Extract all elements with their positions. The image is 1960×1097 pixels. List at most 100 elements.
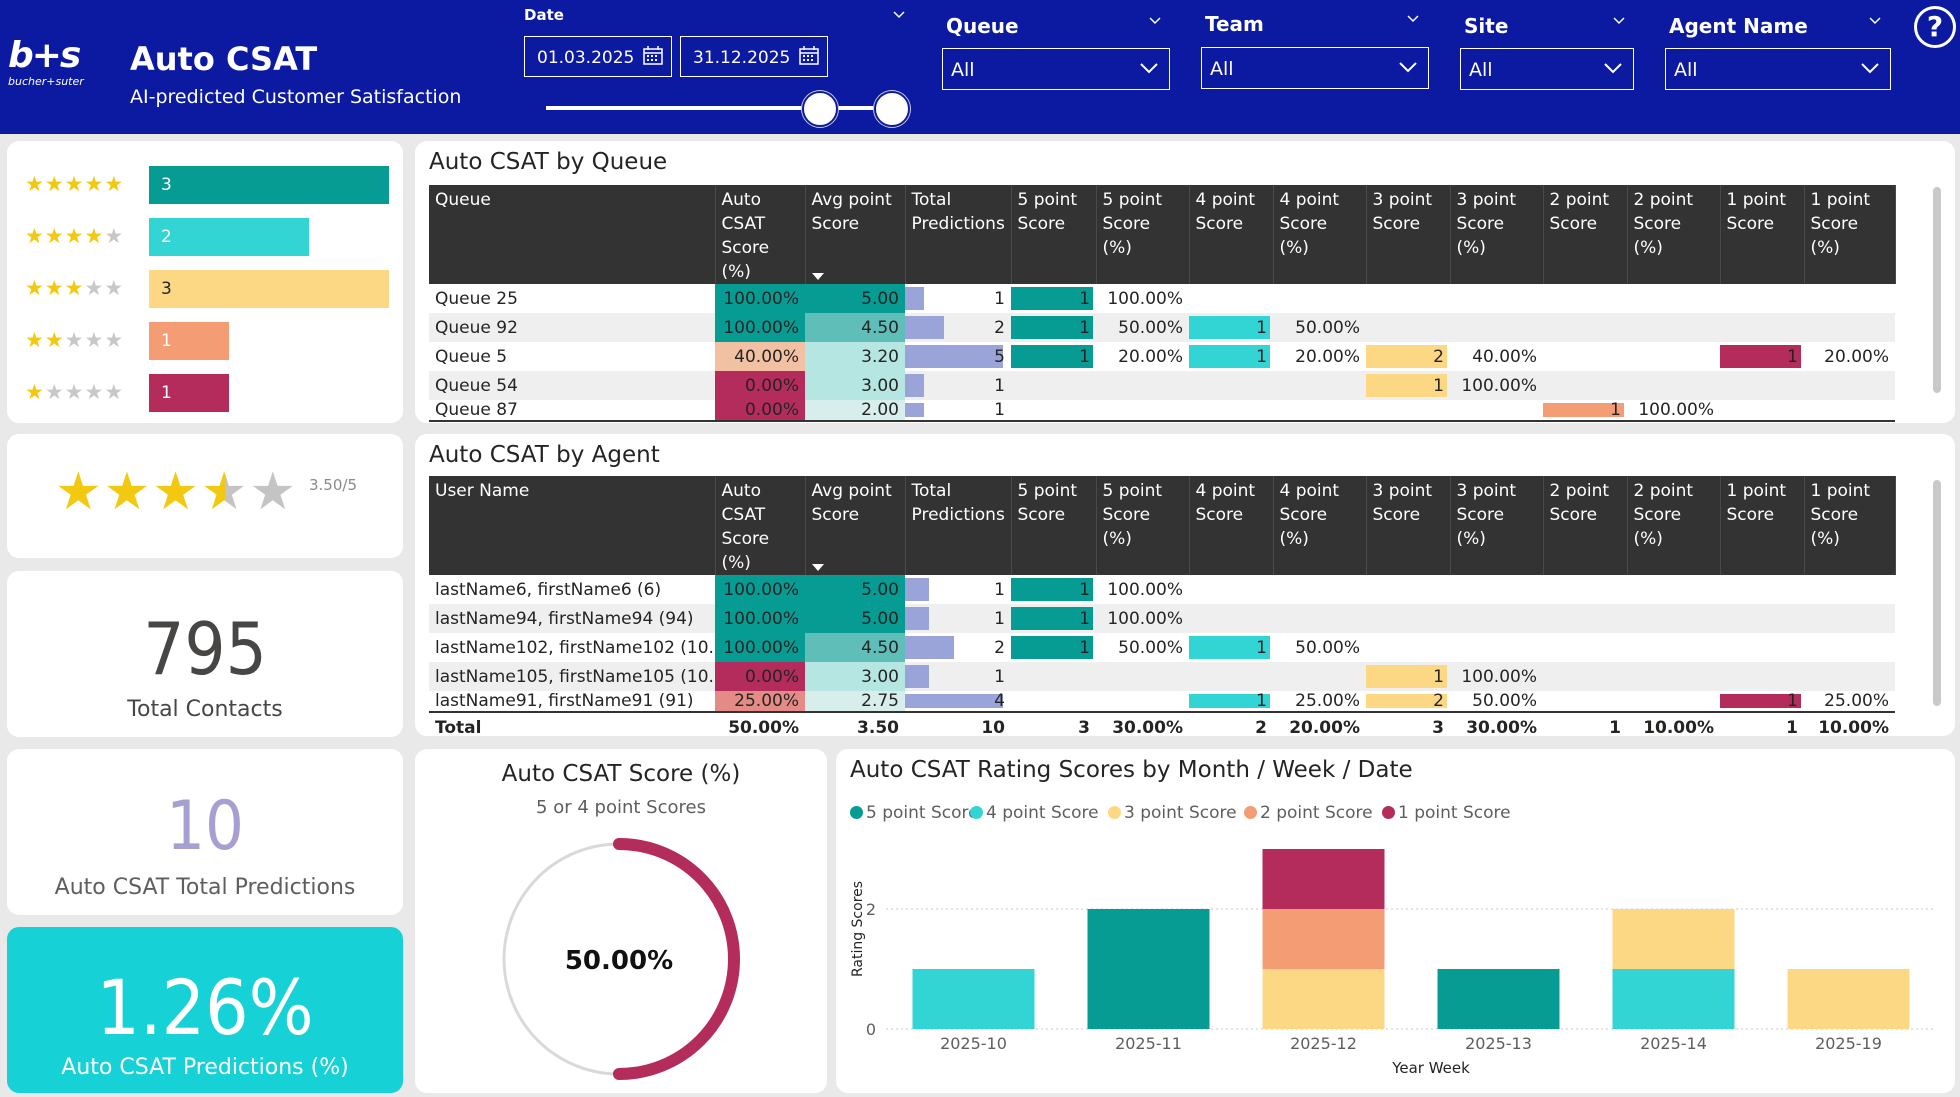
table-cell-avg: 5.00 (805, 284, 905, 313)
cell-value: 1 (1256, 637, 1267, 658)
table-cell-s4p: 50.00% (1273, 313, 1366, 342)
column-header[interactable]: 1 point Score (1720, 476, 1805, 575)
cell-value: 100.00% (1107, 608, 1183, 629)
average-rating-label: 3.50/5 (309, 476, 357, 494)
column-header[interactable]: 3 point Score (%) (1450, 185, 1544, 284)
predictions-databar (905, 345, 1003, 368)
column-header[interactable]: 1 point Score (%) (1804, 185, 1896, 284)
column-header[interactable]: Auto CSAT Score (%) (715, 476, 806, 575)
table-row[interactable]: Queue 92 100.00% 4.50 2 1 50.00% 1 50.00% (429, 313, 1895, 342)
column-header[interactable]: 4 point Score (%) (1273, 476, 1367, 575)
table-row[interactable]: Queue 25 100.00% 5.00 1 1 100.00% (429, 284, 1895, 313)
table-cell-s3p (1450, 633, 1543, 662)
table-row[interactable]: lastName6, firstName6 (6) 100.00% 5.00 1 1 10… (429, 575, 1895, 604)
calendar-icon[interactable] (799, 46, 819, 65)
logo-mark: b+s (8, 35, 81, 76)
column-header[interactable]: 2 point Score (1543, 476, 1628, 575)
column-header[interactable]: Total Predictions (905, 185, 1012, 284)
cell-value: 50.00% (1295, 317, 1360, 338)
table-row[interactable]: lastName102, firstName102 (10... 100.00% 4… (429, 633, 1895, 662)
bar-segment (1087, 909, 1210, 1029)
cell-value: lastName102, firstName102 (10... (435, 637, 715, 658)
column-header[interactable]: Avg point Score (805, 185, 906, 284)
column-header[interactable]: 4 point Score (1189, 476, 1274, 575)
table-cell-csat: 25.00% (715, 691, 805, 712)
cell-value: 20.00% (1824, 346, 1889, 367)
column-header[interactable]: User Name (429, 476, 716, 575)
column-header[interactable]: 1 point Score (%) (1804, 476, 1896, 575)
star-rating-icons: ★★★★★ (25, 172, 124, 196)
column-header[interactable]: Queue (429, 185, 716, 284)
date-range-slider-track[interactable] (546, 106, 892, 110)
column-header[interactable]: Total Predictions (905, 476, 1012, 575)
date-range-slider-end-handle[interactable] (874, 91, 910, 127)
table-cell-name: lastName91, firstName91 (91) (429, 691, 715, 712)
prediction-percentage-value: 1.26% (96, 963, 314, 1052)
site-filter-dropdown[interactable]: All (1460, 48, 1634, 90)
column-header[interactable]: 4 point Score (1189, 185, 1274, 284)
gauge-subtitle: 5 or 4 point Scores (536, 797, 706, 818)
total-cell-csat: 50.00% (715, 420, 805, 423)
agent-table-scrollbar[interactable] (1933, 480, 1941, 706)
date-filter-label: Date (524, 6, 564, 24)
team-filter-chevron-icon[interactable] (1406, 12, 1420, 26)
column-header[interactable]: 5 point Score (%) (1096, 185, 1190, 284)
empty-star-icon: ★ (104, 224, 125, 248)
date-range-slider-start-handle[interactable] (802, 91, 838, 127)
total-cell-s4: 2 (1189, 420, 1273, 423)
legend-item[interactable]: 3 point Score (1108, 803, 1237, 823)
table-row[interactable]: lastName105, firstName105 (10... 0.00% 3.0… (429, 662, 1895, 691)
agent-name-filter-chevron-icon[interactable] (1868, 14, 1882, 28)
date-filter-chevron-icon[interactable] (892, 8, 906, 22)
queue-filter-dropdown[interactable]: All (942, 48, 1170, 90)
column-header[interactable]: 3 point Score (%) (1450, 476, 1544, 575)
column-header[interactable]: 5 point Score (1011, 476, 1097, 575)
table-row[interactable]: Queue 87 0.00% 2.00 1 1 100.00% (429, 400, 1895, 421)
agent-name-filter-dropdown[interactable]: All (1665, 48, 1891, 90)
sort-descending-icon[interactable] (811, 564, 824, 572)
predictions-databar (905, 316, 945, 339)
cell-value: 50.00% (1472, 691, 1537, 711)
legend-item[interactable]: 4 point Score (970, 803, 1099, 823)
queue-filter-chevron-icon[interactable] (1148, 14, 1162, 28)
column-header[interactable]: 3 point Score (1366, 185, 1451, 284)
total-cell-name: Total (429, 711, 715, 736)
legend-item[interactable]: 5 point Score (850, 803, 979, 823)
column-header[interactable]: 1 point Score (1720, 185, 1805, 284)
cell-value: 2 (994, 637, 1005, 658)
table-row[interactable]: lastName94, firstName94 (94) 100.00% 5.00 1… (429, 604, 1895, 633)
column-header[interactable]: 5 point Score (1011, 185, 1097, 284)
team-filter-label: Team (1205, 12, 1264, 36)
column-header[interactable]: Avg point Score (805, 476, 906, 575)
column-header[interactable]: 3 point Score (1366, 476, 1451, 575)
table-row[interactable]: Queue 54 0.00% 3.00 1 1 100.00% (429, 371, 1895, 400)
column-header-label: 4 point Score (1195, 481, 1256, 525)
cell-value: 100.00% (723, 579, 799, 600)
team-filter-dropdown[interactable]: All (1201, 47, 1429, 89)
cell-value: 1 (994, 666, 1005, 687)
table-cell-s4: 1 (1189, 691, 1273, 712)
score-databar (1011, 316, 1093, 339)
column-header[interactable]: Auto CSAT Score (%) (715, 185, 806, 284)
queue-table-scrollbar[interactable] (1933, 187, 1941, 393)
legend-item[interactable]: 1 point Score (1382, 803, 1511, 823)
stacked-bar-chart: 0 2 2025-10 2025-11 2025-12 2025-13 2025-14 202… (850, 849, 1936, 1077)
star-distribution-bar: 1 (149, 322, 229, 360)
date-from-input[interactable]: 01.03.2025 (524, 36, 672, 77)
table-row[interactable]: lastName91, firstName91 (91) 25.00% 2.75 4 1… (429, 691, 1895, 712)
help-icon[interactable]: ? (1914, 6, 1956, 48)
table-row[interactable]: Queue 5 40.00% 3.20 5 1 20.00% 1 20.00% 2 40.00% 1… (429, 342, 1895, 371)
chevron-down-icon (1861, 63, 1879, 74)
table-cell-s4 (1189, 604, 1273, 633)
date-to-input[interactable]: 31.12.2025 (680, 36, 828, 77)
column-header[interactable]: 2 point Score (1543, 185, 1628, 284)
column-header[interactable]: 2 point Score (%) (1627, 185, 1721, 284)
column-header[interactable]: 2 point Score (%) (1627, 476, 1721, 575)
legend-item[interactable]: 2 point Score (1244, 803, 1373, 823)
table-cell-avg: 5.00 (805, 604, 905, 633)
site-filter-chevron-icon[interactable] (1612, 14, 1626, 28)
calendar-icon[interactable] (643, 46, 663, 65)
column-header[interactable]: 4 point Score (%) (1273, 185, 1367, 284)
column-header[interactable]: 5 point Score (%) (1096, 476, 1190, 575)
sort-descending-icon[interactable] (811, 273, 824, 281)
